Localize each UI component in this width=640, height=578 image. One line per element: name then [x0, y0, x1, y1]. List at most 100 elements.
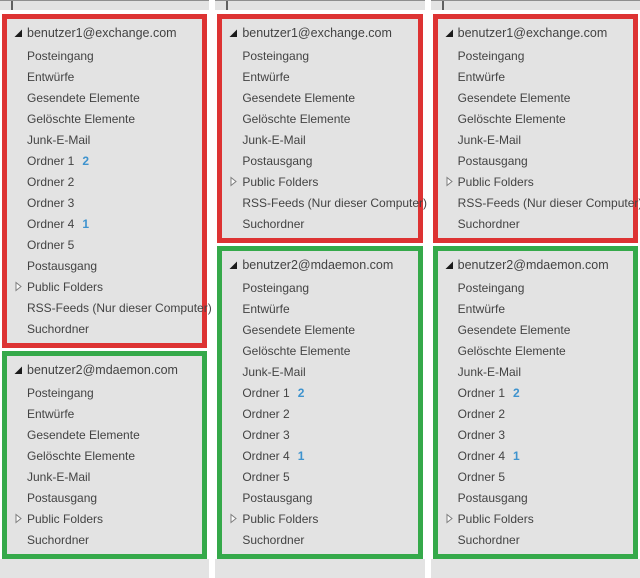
folder-item[interactable]: Posteingang: [11, 45, 200, 66]
account-expanded-icon[interactable]: [227, 29, 240, 38]
folder-name: Ordner 5: [27, 237, 75, 252]
account-panel: benutzer1@exchange.com Posteingang: [432, 14, 640, 243]
folder-list: Posteingang Entwürfe: [442, 277, 631, 550]
folder-item[interactable]: Ordner 3: [442, 424, 631, 445]
account-header[interactable]: benutzer1@exchange.com: [442, 21, 631, 45]
folder-item[interactable]: Junk-E-Mail: [442, 361, 631, 382]
folder-item[interactable]: Ordner 5: [442, 466, 631, 487]
folder-item[interactable]: Ordner 2: [11, 171, 200, 192]
folder-item[interactable]: Entwürfe: [442, 298, 631, 319]
folder-item[interactable]: Entwürfe: [226, 66, 415, 87]
folder-name: Junk-E-Mail: [27, 469, 91, 484]
account-header[interactable]: benutzer2@mdaemon.com: [11, 358, 200, 382]
folder-item[interactable]: Public Folders: [226, 171, 415, 192]
folder-item[interactable]: RSS-Feeds (Nur dieser Computer): [11, 297, 212, 318]
expand-folder-icon[interactable]: [15, 281, 22, 292]
folder-item[interactable]: Gelöschte Elemente: [442, 340, 631, 361]
folder-item[interactable]: Ordner 1 2: [226, 382, 415, 403]
folder-item[interactable]: RSS-Feeds (Nur dieser Computer): [226, 192, 427, 213]
account-header[interactable]: benutzer1@exchange.com: [11, 21, 200, 45]
folder-item[interactable]: Ordner 4 1: [11, 213, 200, 234]
folder-name: Posteingang: [27, 48, 94, 63]
folder-item[interactable]: Posteingang: [11, 382, 200, 403]
expand-folder-icon[interactable]: [15, 513, 22, 524]
account-name: benutzer1@exchange.com: [27, 26, 177, 40]
folder-item[interactable]: Postausgang: [226, 150, 415, 171]
expand-folder-icon[interactable]: [230, 176, 238, 187]
folder-item[interactable]: Suchordner: [11, 529, 200, 550]
folder-item[interactable]: Posteingang: [226, 45, 415, 66]
folder-item[interactable]: Gelöschte Elemente: [11, 445, 200, 466]
folder-item[interactable]: Public Folders: [11, 508, 200, 529]
folder-item[interactable]: Posteingang: [226, 277, 415, 298]
folder-item[interactable]: Postausgang: [442, 487, 631, 508]
folder-name: Public Folders: [457, 174, 534, 189]
folder-gutter: [227, 176, 240, 187]
account-name: benutzer1@exchange.com: [242, 26, 392, 40]
folder-item[interactable]: Suchordner: [11, 318, 200, 339]
folder-item[interactable]: Gesendete Elemente: [226, 319, 415, 340]
expand-folder-icon[interactable]: [446, 513, 453, 524]
account-name: benutzer1@exchange.com: [457, 26, 608, 40]
folder-item[interactable]: Junk-E-Mail: [226, 361, 415, 382]
folder-name: Public Folders: [242, 174, 319, 189]
account-panel: benutzer1@exchange.com Posteingang: [217, 14, 427, 243]
folder-item[interactable]: Gelöschte Elemente: [226, 108, 415, 129]
folder-item[interactable]: Posteingang: [442, 277, 631, 298]
folder-item[interactable]: Postausgang: [226, 487, 415, 508]
folder-item[interactable]: Ordner 2: [442, 403, 631, 424]
folder-item[interactable]: Entwürfe: [442, 66, 631, 87]
folder-item[interactable]: Suchordner: [226, 213, 415, 234]
folder-item[interactable]: Ordner 4 1: [442, 445, 631, 466]
folder-item[interactable]: Public Folders: [442, 508, 631, 529]
folder-item[interactable]: Gelöschte Elemente: [442, 108, 631, 129]
account-header[interactable]: benutzer2@mdaemon.com: [442, 253, 631, 277]
account-expanded-icon[interactable]: [12, 366, 25, 375]
expand-folder-icon[interactable]: [230, 513, 238, 524]
folder-item[interactable]: Ordner 1 2: [442, 382, 631, 403]
folder-item[interactable]: Junk-E-Mail: [11, 466, 200, 487]
account-expanded-icon[interactable]: [227, 261, 240, 270]
folder-item[interactable]: Postausgang: [11, 487, 200, 508]
folder-item[interactable]: Entwürfe: [11, 66, 200, 87]
folder-item[interactable]: Suchordner: [226, 529, 415, 550]
folder-item[interactable]: Ordner 3: [226, 424, 415, 445]
folder-item[interactable]: Public Folders: [442, 171, 631, 192]
folder-name: Entwürfe: [457, 301, 506, 316]
folder-item[interactable]: Ordner 5: [11, 234, 200, 255]
folder-item[interactable]: Gesendete Elemente: [442, 319, 631, 340]
folder-item[interactable]: Posteingang: [442, 45, 631, 66]
folder-name: Posteingang: [457, 48, 525, 63]
folder-item[interactable]: Gesendete Elemente: [442, 87, 631, 108]
folder-item[interactable]: Junk-E-Mail: [226, 129, 415, 150]
folder-item[interactable]: Postausgang: [11, 255, 200, 276]
folder-item[interactable]: Ordner 3: [11, 192, 200, 213]
folder-item[interactable]: Suchordner: [442, 213, 631, 234]
folder-item[interactable]: Entwürfe: [226, 298, 415, 319]
folder-item[interactable]: Gelöschte Elemente: [226, 340, 415, 361]
folder-name: RSS-Feeds (Nur dieser Computer): [457, 195, 640, 210]
expand-folder-icon[interactable]: [446, 176, 453, 187]
folder-item[interactable]: Gelöschte Elemente: [11, 108, 200, 129]
folder-item[interactable]: Public Folders: [226, 508, 415, 529]
folder-item[interactable]: Ordner 1 2: [11, 150, 200, 171]
account-expanded-icon[interactable]: [443, 29, 456, 38]
folder-item[interactable]: Ordner 2: [226, 403, 415, 424]
folder-item[interactable]: Gesendete Elemente: [11, 424, 200, 445]
folder-item[interactable]: Ordner 4 1: [226, 445, 415, 466]
account-header[interactable]: benutzer2@mdaemon.com: [226, 253, 415, 277]
folder-item[interactable]: RSS-Feeds (Nur dieser Computer): [442, 192, 640, 213]
folder-name: Suchordner: [457, 216, 520, 231]
folder-item[interactable]: Entwürfe: [11, 403, 200, 424]
folder-item[interactable]: Suchordner: [442, 529, 631, 550]
folder-item[interactable]: Gesendete Elemente: [226, 87, 415, 108]
folder-item[interactable]: Junk-E-Mail: [11, 129, 200, 150]
folder-item[interactable]: Public Folders: [11, 276, 200, 297]
folder-item[interactable]: Gesendete Elemente: [11, 87, 200, 108]
folder-item[interactable]: Postausgang: [442, 150, 631, 171]
account-expanded-icon[interactable]: [443, 261, 456, 270]
folder-item[interactable]: Ordner 5: [226, 466, 415, 487]
account-header[interactable]: benutzer1@exchange.com: [226, 21, 415, 45]
folder-item[interactable]: Junk-E-Mail: [442, 129, 631, 150]
account-expanded-icon[interactable]: [12, 29, 25, 38]
